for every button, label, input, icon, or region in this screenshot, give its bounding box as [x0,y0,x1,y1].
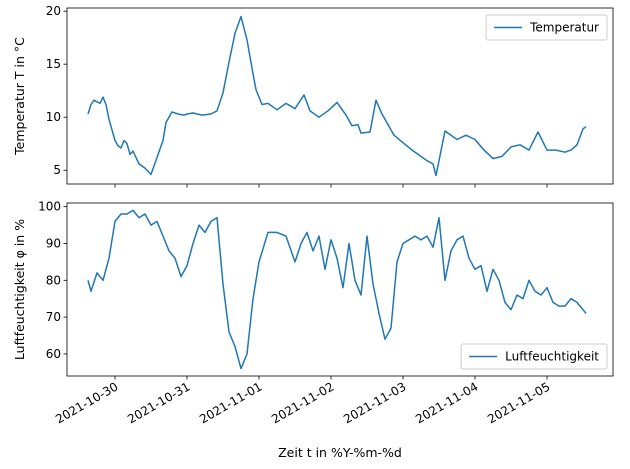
humidity-x-tick-label: 2021-11-03 [341,379,408,426]
humidity-x-tick-label: 2021-11-02 [269,379,336,426]
humidity-y-tick-label: 100 [38,200,61,214]
temperature-legend-label: Temperatur [529,21,599,35]
humidity-legend: Luftfeuchtigkeit [460,343,608,370]
temperature-plot-area [87,15,587,177]
humidity-plot-area [87,209,587,370]
humidity-y-tick-label: 70 [46,310,61,324]
humidity-x-ticks: 2021-10-30 2021-10-31 2021-11-01 2021-11-02… [53,376,553,426]
temperature-y-tick-label: 20 [46,4,61,18]
humidity-series-line [87,209,587,370]
humidity-x-tick-label: 2021-11-05 [485,379,552,426]
temperature-y-tick-label: 10 [46,110,61,124]
humidity-x-tick-label: 2021-10-30 [53,379,120,426]
humidity-x-tick-label: 2021-10-31 [125,379,192,426]
humidity-legend-box [460,343,608,370]
humidity-x-axis-label: Zeit t in %Y-%m-%d [278,445,402,460]
temperature-series-line [87,15,587,177]
temperature-y-axis-label: Temperatur T in °C [12,37,27,156]
temperature-x-ticks [114,184,548,188]
humidity-x-tick-label: 2021-11-01 [197,379,264,426]
humidity-chart: 2021-10-30 2021-10-31 2021-11-01 2021-11-02… [12,200,614,460]
humidity-y-tick-label: 90 [46,236,61,250]
humidity-axes-frame [66,202,614,377]
temperature-legend-box [485,14,608,41]
humidity-legend-label: Luftfeuchtigkeit [505,350,599,364]
temperature-y-tick-label: 15 [46,57,61,71]
temperature-y-tick-label: 5 [53,163,61,177]
humidity-x-tick-label: 2021-11-04 [413,379,480,426]
humidity-y-axis-label: Luftfeuchtigkeit φ in % [12,219,27,360]
temperature-axes-frame [66,7,614,185]
humidity-y-ticks: 60 70 80 90 100 [38,200,67,361]
temperature-chart: 5 10 15 20 Temperatur T in °C Temperatur [12,4,614,188]
humidity-y-tick-label: 60 [46,347,61,361]
temperature-legend: Temperatur [485,14,608,41]
temperature-y-ticks: 5 10 15 20 [46,4,67,177]
humidity-y-tick-label: 80 [46,273,61,287]
